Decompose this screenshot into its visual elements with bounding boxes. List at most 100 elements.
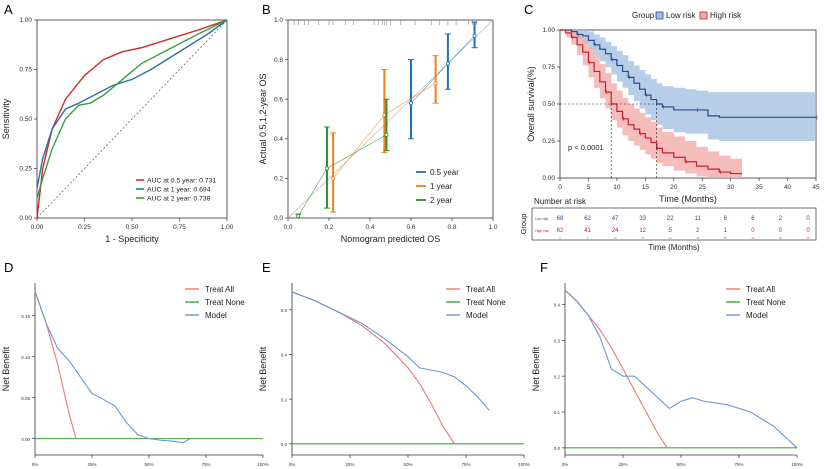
panel-label-d: D xyxy=(4,260,13,275)
p-value: p < 0.0001 xyxy=(568,143,604,152)
y-axis-label: Sensitivity xyxy=(1,98,11,139)
risk-count: 2 xyxy=(696,228,700,234)
legend-label: AUC at 0.5 year: 0.731 xyxy=(147,178,216,185)
y-tick-label: 0.2 xyxy=(274,176,283,183)
legend-title: Group xyxy=(632,11,655,20)
x-tick-label: 0% xyxy=(562,462,569,467)
dca-curve-3 xyxy=(34,291,191,444)
y-tick-label: 0.0 xyxy=(554,446,561,451)
x-tick-label: 0.50 xyxy=(126,224,139,231)
calibration-line xyxy=(410,35,475,104)
legend-label: 0.5 year xyxy=(430,168,459,177)
reference-diagonal xyxy=(36,19,228,219)
calibration-point xyxy=(324,166,329,171)
risk-time-tick: 0 xyxy=(559,236,561,240)
risk-time-tick: 45 xyxy=(806,236,810,240)
x-tick-label: 25 xyxy=(699,184,707,191)
ideal-line xyxy=(287,19,494,219)
roc-curve-3 xyxy=(36,19,228,199)
x-tick-label: 75% xyxy=(201,462,210,467)
y-tick-label: 0.4 xyxy=(554,303,561,308)
y-tick-label: 0.3 xyxy=(554,339,561,344)
legend-label: AUC at 2 year: 0.738 xyxy=(147,196,211,203)
risk-time-tick: 15 xyxy=(641,236,645,240)
risk-time-tick: 25 xyxy=(696,236,700,240)
risk-row-label: High risk xyxy=(535,229,549,233)
y-tick-label: 0.6 xyxy=(281,308,288,313)
risk-count: 62 xyxy=(557,228,564,234)
y-tick-label: 0.0 xyxy=(274,215,283,222)
x-tick-label: 0.25 xyxy=(78,224,91,231)
legend-label: 2 year xyxy=(430,196,453,205)
x-tick-label: 35 xyxy=(755,184,763,191)
risk-count: 68 xyxy=(557,216,564,222)
risk-count: 11 xyxy=(695,216,702,222)
legend-label: Treat None xyxy=(746,298,786,307)
risk-time-tick: 30 xyxy=(724,236,728,240)
x-tick-label: 0.75 xyxy=(173,224,186,231)
x-tick-label: 100% xyxy=(518,462,530,467)
x-tick-label: 0% xyxy=(32,462,39,467)
roc-chart: 0.00 0.25 0.50 0.75 1.00 0.00 0.25 0.50 0.75 1.00… xyxy=(1,17,234,244)
y-tick-label: 0.05 xyxy=(21,396,30,401)
y-axis-label: Net Benefit xyxy=(258,346,268,391)
risk-count: 0 xyxy=(779,228,783,234)
calibration-point xyxy=(472,33,477,38)
confidence-band-1 xyxy=(560,30,816,141)
panel-label-c: C xyxy=(524,2,533,17)
y-tick-label: 0.75 xyxy=(542,64,555,71)
x-axis-label: Time (Months) xyxy=(659,194,717,204)
risk-table-ylabel: Group xyxy=(519,214,528,235)
risk-time-tick: 35 xyxy=(751,236,755,240)
risk-count: 24 xyxy=(612,228,619,234)
x-tick-label: 25% xyxy=(87,462,96,467)
dca-curve-1 xyxy=(34,291,77,439)
svg-text:C: C xyxy=(524,2,533,17)
legend-label: Treat All xyxy=(205,285,234,294)
risk-count: 0 xyxy=(751,228,755,234)
risk-row-label: Low risk xyxy=(535,217,548,221)
y-tick-label: 0.4 xyxy=(281,353,288,358)
legend-label: AUC at 1 year: 0.694 xyxy=(147,187,211,194)
y-tick-label: 0.00 xyxy=(19,215,32,222)
x-tick-label: 45 xyxy=(812,184,820,191)
legend-label: Treat All xyxy=(746,285,775,294)
y-tick-label: 0.00 xyxy=(542,175,555,182)
risk-table-xlabel: Time (Months) xyxy=(648,243,700,252)
y-tick-label: 0.25 xyxy=(542,138,555,145)
survival-curve-2 xyxy=(560,29,743,175)
y-tick-label: 0.50 xyxy=(542,101,555,108)
y-axis-label: Overall survival(%) xyxy=(526,66,536,142)
legend-label: Treat None xyxy=(466,298,506,307)
x-tick-label: 0.0 xyxy=(283,224,292,231)
x-tick-label: 40 xyxy=(784,184,792,191)
legend-label: Model xyxy=(746,311,768,320)
x-axis-label: Nomogram predicted OS xyxy=(341,234,441,244)
confidence-band-2 xyxy=(560,30,743,178)
calibration-line xyxy=(297,134,387,217)
x-tick-label: 30 xyxy=(727,184,735,191)
risk-count: 62 xyxy=(584,216,591,222)
x-tick-label: 25% xyxy=(618,462,627,467)
risk-time-tick: 40 xyxy=(779,236,783,240)
y-axis-label: Net Benefit xyxy=(531,346,541,391)
km-survival-chart: 0 5 10 15 20 25 30 35 40 45 0.00 0.25 0.50 0.75 1.00 Ti… xyxy=(526,11,820,204)
survival-curve-1 xyxy=(560,29,816,118)
y-tick-label: 0.6 xyxy=(274,96,283,103)
y-tick-label: 0.15 xyxy=(21,314,30,319)
x-tick-label: 0.00 xyxy=(31,224,44,231)
risk-count: 0 xyxy=(806,228,810,234)
y-tick-label: 0.1 xyxy=(554,410,561,415)
legend-label: Model xyxy=(466,311,488,320)
y-tick-label: 1.00 xyxy=(542,27,555,34)
x-tick-label: 5 xyxy=(587,184,591,191)
calibration-point xyxy=(296,214,301,219)
x-tick-label: 0.4 xyxy=(365,224,374,231)
calibration-point xyxy=(445,61,450,66)
risk-count: 0 xyxy=(806,216,810,222)
x-tick-label: 0.2 xyxy=(324,224,333,231)
panel-label-f: F xyxy=(540,260,548,275)
y-tick-label: 0.50 xyxy=(19,116,32,123)
